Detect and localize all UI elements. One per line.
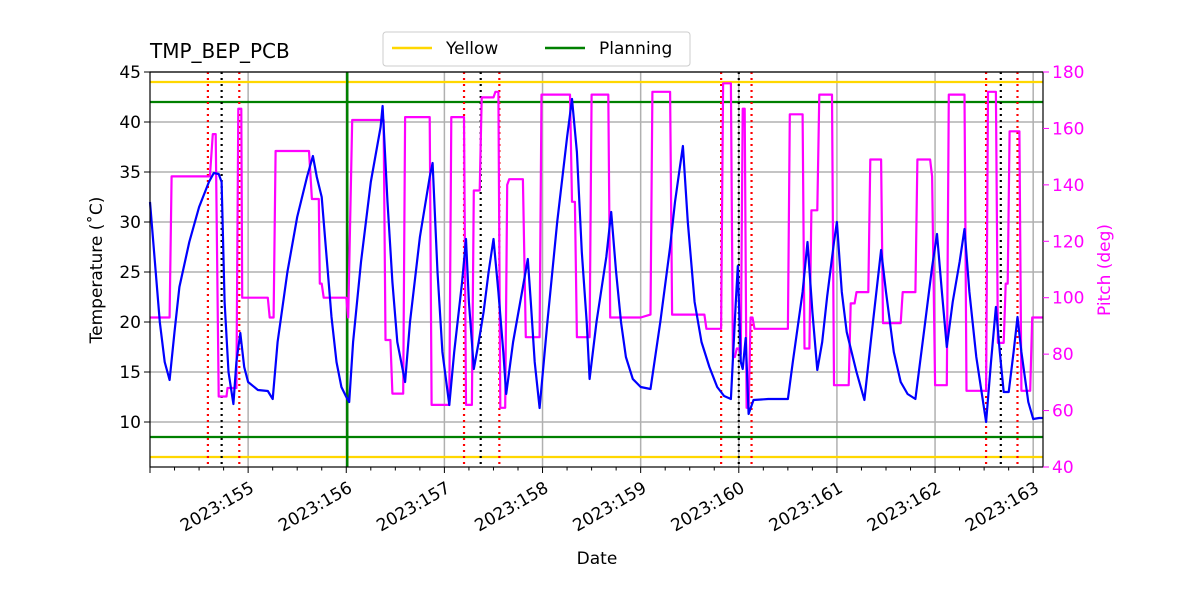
legend-label-yellow: Yellow	[445, 39, 498, 59]
y2-tick-label: 120	[1052, 232, 1084, 252]
y-axis-label: Temperature (˚C)	[86, 197, 107, 345]
y-tick-label: 35	[119, 163, 141, 183]
y2-tick-label: 180	[1052, 63, 1084, 83]
y-axis-left: 10 15 20 25 30 35 40 45	[119, 63, 150, 433]
legend-box	[382, 31, 691, 67]
y-tick-label: 30	[119, 213, 141, 233]
pitch-series	[150, 82, 1043, 409]
x-axis-label: Date	[577, 549, 618, 569]
legend: Yellow Planning	[382, 31, 691, 67]
series-line-pitch	[150, 82, 1043, 409]
legend-label-planning: Planning	[599, 39, 672, 59]
y-tick-label: 25	[119, 263, 141, 283]
y-tick-label: 10	[119, 413, 141, 433]
y2-tick-label: 60	[1052, 402, 1074, 422]
y-tick-label: 15	[119, 363, 141, 383]
y-axis-right: 40 60 80 100 120 140 160 180	[1043, 63, 1084, 478]
limit-lines	[150, 72, 1043, 467]
y-tick-label: 40	[119, 113, 141, 133]
y2-tick-label: 140	[1052, 176, 1084, 196]
plot-frame	[149, 71, 1044, 468]
chart-title: TMP_BEP_PCB	[149, 39, 290, 63]
y2-axis-label: Pitch (deg)	[1095, 224, 1115, 316]
y-tick-label: 20	[119, 313, 141, 333]
y2-tick-label: 40	[1052, 458, 1074, 478]
y2-tick-label: 80	[1052, 345, 1074, 365]
series-line-temperature	[148, 97, 1043, 424]
y2-tick-label: 100	[1052, 289, 1084, 309]
temperature-series	[148, 97, 1043, 424]
y-tick-label: 45	[119, 63, 141, 83]
y2-tick-label: 160	[1052, 119, 1084, 139]
